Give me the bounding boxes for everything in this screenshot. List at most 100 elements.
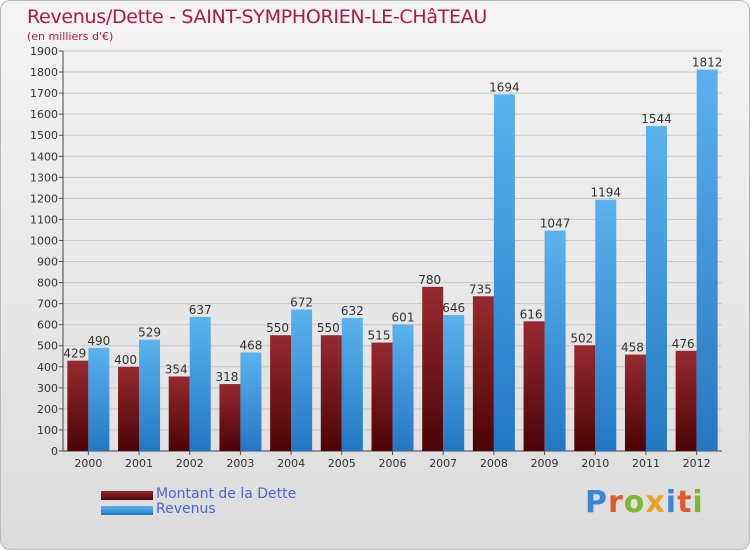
bar-revenus <box>88 347 110 451</box>
y-tick-label: 1100 <box>30 213 58 226</box>
bar-dette <box>574 345 596 451</box>
bar-dette <box>422 286 444 451</box>
bar-dette <box>472 296 494 451</box>
bar-revenus <box>392 324 414 451</box>
data-label-revenus: 490 <box>87 334 110 348</box>
y-tick-label: 900 <box>37 256 58 269</box>
y-tick-label: 1400 <box>30 150 58 163</box>
x-tick-label: 2009 <box>531 457 559 470</box>
y-tick-label: 1600 <box>30 108 58 121</box>
x-tick-label: 2002 <box>176 457 204 470</box>
data-label-revenus: 1812 <box>692 56 723 70</box>
y-tick-label: 1800 <box>30 66 58 79</box>
data-label-dette: 550 <box>266 321 289 335</box>
y-tick-label: 1000 <box>30 234 58 247</box>
data-label-dette: 616 <box>520 307 543 321</box>
x-tick-label: 2001 <box>125 457 153 470</box>
data-label-dette: 780 <box>418 273 441 287</box>
data-label-revenus: 1694 <box>489 80 520 94</box>
y-tick-label: 1200 <box>30 192 58 205</box>
data-label-revenus: 1544 <box>641 112 672 126</box>
y-tick-label: 100 <box>37 424 58 437</box>
bar-revenus <box>189 316 211 451</box>
data-label-revenus: 1194 <box>590 186 621 200</box>
bar-revenus <box>291 309 313 451</box>
bar-revenus <box>139 339 161 451</box>
logo-letter: i <box>665 485 678 520</box>
data-label-dette: 502 <box>570 331 593 345</box>
data-labels: 4294904005293546373184685506725506325156… <box>63 56 722 385</box>
bar-revenus <box>493 94 515 452</box>
x-tick-label: 2010 <box>581 457 609 470</box>
chart-subtitle: (en milliers d'€) <box>27 30 114 43</box>
x-tick-label: 2011 <box>632 457 660 470</box>
legend-label-revenus: Revenus <box>156 501 216 517</box>
data-label-dette: 354 <box>165 362 188 376</box>
data-label-revenus: 601 <box>392 310 415 324</box>
bar-dette <box>270 335 292 451</box>
data-label-revenus: 637 <box>189 303 212 317</box>
x-tick-label: 2005 <box>328 457 356 470</box>
data-label-revenus: 646 <box>442 301 465 315</box>
logo-letter: P <box>585 485 608 520</box>
y-tick-label: 1300 <box>30 171 58 184</box>
data-label-dette: 735 <box>469 282 492 296</box>
y-tick-label: 300 <box>37 382 58 395</box>
x-tick-label: 2003 <box>226 457 254 470</box>
x-tick-label: 2008 <box>480 457 508 470</box>
data-label-revenus: 1047 <box>540 217 571 231</box>
data-label-revenus: 468 <box>239 338 262 352</box>
bar-revenus <box>240 352 262 451</box>
data-label-dette: 400 <box>114 353 137 367</box>
logo-letter: i <box>692 485 704 520</box>
y-tick-label: 1500 <box>30 129 58 142</box>
legend-swatch-debt <box>101 491 153 500</box>
data-label-dette: 429 <box>63 347 86 361</box>
y-tick-label: 200 <box>37 403 58 416</box>
bars <box>67 69 718 452</box>
bar-dette <box>320 335 342 451</box>
bar-revenus <box>341 317 363 451</box>
bar-dette <box>624 354 646 451</box>
data-label-revenus: 672 <box>290 296 313 310</box>
x-tick-label: 2006 <box>379 457 407 470</box>
x-tick-label: 2007 <box>429 457 457 470</box>
bar-revenus <box>645 125 667 452</box>
bar-dette <box>118 366 140 451</box>
x-tick-label: 2000 <box>74 457 102 470</box>
y-tick-label: 400 <box>37 361 58 374</box>
legend-swatch-revenus <box>101 506 153 515</box>
logo-letter: r <box>608 485 624 520</box>
x-tick-label: 2012 <box>683 457 711 470</box>
data-label-revenus: 529 <box>138 326 161 340</box>
logo-letter: t <box>677 485 693 520</box>
bar-revenus <box>595 199 617 451</box>
data-label-dette: 550 <box>317 321 340 335</box>
bar-revenus <box>544 230 566 451</box>
data-label-dette: 318 <box>215 370 238 384</box>
logo-letter: x <box>645 485 666 520</box>
y-tick-label: 800 <box>37 277 58 290</box>
x-tick-label: 2004 <box>277 457 305 470</box>
legend-label-debt: Montant de la Dette <box>156 486 297 502</box>
data-label-dette: 515 <box>368 329 391 343</box>
data-label-dette: 476 <box>672 337 695 351</box>
proxiti-logo: Proxiti <box>585 485 704 520</box>
bar-dette <box>675 350 697 451</box>
bar-dette <box>168 376 190 451</box>
bar-dette <box>67 360 89 451</box>
bar-dette <box>371 342 393 451</box>
y-tick-label: 700 <box>37 298 58 311</box>
y-tick-label: 500 <box>37 340 58 353</box>
bar-revenus <box>696 69 718 452</box>
chart-title: Revenus/Dette - SAINT-SYMPHORIEN-LE-CHâT… <box>27 6 488 28</box>
y-tick-label: 1900 <box>30 45 58 58</box>
y-tick-label: 600 <box>37 319 58 332</box>
bar-dette <box>219 384 241 451</box>
bar-dette <box>523 321 545 451</box>
y-tick-label: 1700 <box>30 87 58 100</box>
y-tick-label: 0 <box>51 445 58 458</box>
data-label-revenus: 632 <box>341 304 364 318</box>
